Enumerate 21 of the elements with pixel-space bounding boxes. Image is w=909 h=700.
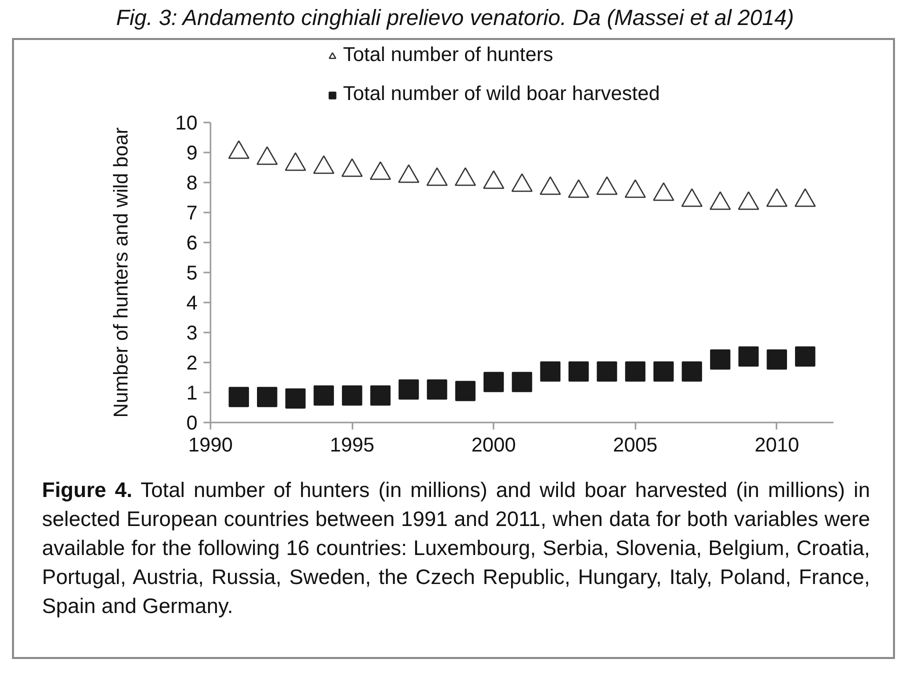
y-tick-label: 8 <box>186 172 198 194</box>
x-tick-label: 1990 <box>188 434 233 456</box>
y-tick-label: 1 <box>186 382 198 404</box>
y-tick-label: 9 <box>186 142 198 164</box>
legend-label: Total number of wild boar harvested <box>343 83 660 106</box>
chart-title: Fig. 3: Andamento cinghiali prelievo venatorio. Da (Massei et al 2014) <box>116 5 794 31</box>
y-tick-label: 2 <box>186 352 198 374</box>
x-tick-label: 2000 <box>471 434 516 456</box>
y-tick-label: 5 <box>186 262 198 284</box>
x-tick-label: 1995 <box>330 434 374 456</box>
x-tick-label: 2005 <box>613 434 658 456</box>
legend-label: Total number of hunters <box>343 44 554 67</box>
y-tick-label: 7 <box>186 202 198 224</box>
x-tick-label: 2010 <box>754 434 800 456</box>
caption: Figure 4. <box>42 479 132 502</box>
y-tick-label: 4 <box>186 292 198 314</box>
y-tick-label: 10 <box>175 112 198 134</box>
y-tick-label: 6 <box>186 232 198 254</box>
y-tick-label: 3 <box>186 322 198 344</box>
y-axis-title: Number of hunters and wild boar <box>110 127 132 418</box>
y-tick-label: 0 <box>186 412 198 434</box>
